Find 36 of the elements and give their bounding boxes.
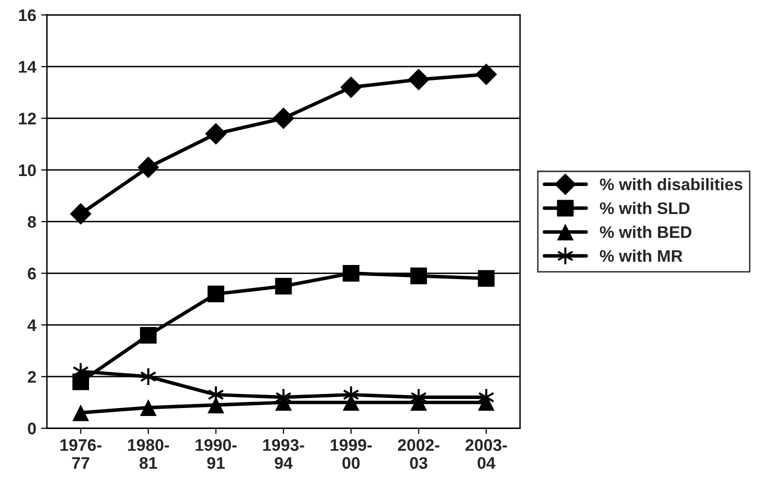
- y-tick-label: 0: [28, 422, 36, 434]
- point: [138, 156, 160, 178]
- point: [140, 326, 157, 344]
- y-tick-label: 10: [19, 164, 36, 176]
- point: [140, 399, 157, 416]
- point: [340, 76, 362, 98]
- y-tick-label: 2: [28, 371, 36, 383]
- point: [70, 203, 92, 225]
- x-tick-label: 1980- 81: [128, 439, 169, 469]
- y-tick-label: 12: [19, 112, 36, 124]
- x-tick-label: 1999- 00: [330, 439, 372, 469]
- y-tick-label: 8: [28, 216, 36, 228]
- point: [72, 404, 90, 422]
- x-tick-label: 1990- 91: [196, 439, 237, 469]
- point: [275, 278, 292, 295]
- y-tick-label: 16: [19, 9, 36, 22]
- x-tick-label: 1993- 94: [263, 439, 304, 469]
- point: [410, 268, 427, 284]
- x-tick-label: 1976- 77: [60, 439, 102, 469]
- y-tick-label: 14: [19, 61, 36, 73]
- point: [475, 64, 498, 86]
- y-tick-label: 4: [27, 320, 36, 331]
- point: [478, 270, 495, 287]
- x-tick-label: 2003- 04: [466, 439, 507, 469]
- legend-label: % with BED: [600, 226, 692, 238]
- point: [342, 264, 360, 282]
- legend-label: % with MR: [600, 250, 682, 262]
- point: [208, 286, 224, 302]
- legend-label: % with disabilities: [600, 178, 742, 190]
- point: [208, 396, 224, 414]
- point: [205, 122, 227, 145]
- y-tick-label: 6: [28, 268, 36, 280]
- point: [272, 107, 294, 130]
- x-tick-label: 2002- 03: [398, 439, 440, 469]
- legend-label: % with SLD: [600, 202, 690, 214]
- point: [408, 68, 430, 90]
